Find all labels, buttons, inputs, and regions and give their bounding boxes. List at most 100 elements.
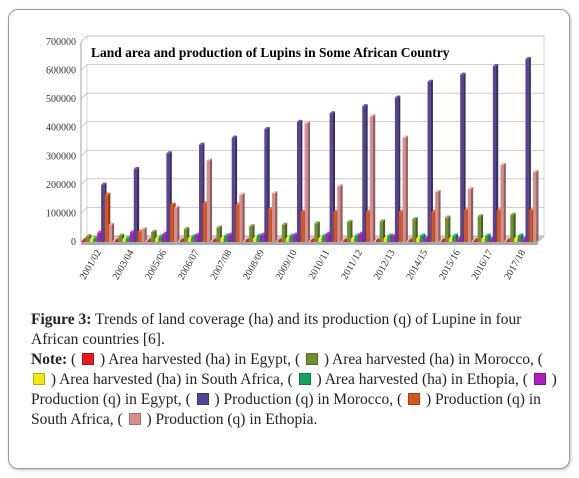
legend-item: ( ) Production (q) in South Africa, xyxy=(31,391,541,428)
bar-side xyxy=(503,162,506,242)
legend-item: ( ) Area harvested (ha) in Morocco, xyxy=(291,351,534,368)
bar xyxy=(271,191,278,242)
bar-top xyxy=(101,182,107,185)
bar-front xyxy=(521,239,525,242)
bar-side xyxy=(144,226,147,242)
bar-front xyxy=(350,238,355,242)
legend-label: Area harvested (ha) in South Africa, xyxy=(59,371,284,388)
bar-front xyxy=(366,212,370,242)
bar xyxy=(108,222,115,242)
bar-top xyxy=(239,192,245,195)
bar-top xyxy=(281,222,288,225)
bar xyxy=(337,184,343,242)
bar-front xyxy=(260,234,264,242)
bar-front xyxy=(97,232,101,242)
bar-front xyxy=(231,137,235,242)
legend-label: Production (q) in South Africa, xyxy=(31,391,541,428)
x-tick-label: 2007/08 xyxy=(209,248,235,282)
bar-front xyxy=(492,66,497,243)
bar-top xyxy=(118,233,124,236)
bar-top xyxy=(170,202,176,205)
bar-top xyxy=(231,135,238,138)
bar-front xyxy=(162,234,166,242)
bar-top xyxy=(151,229,157,232)
bar-front xyxy=(529,210,533,242)
bar-front xyxy=(252,238,257,242)
bar-front xyxy=(445,217,449,242)
bar-top xyxy=(477,214,484,217)
legend-item: ( ) Area harvested (ha) in South Africa, xyxy=(31,351,543,388)
bar-top xyxy=(445,215,451,218)
x-tick-label: 2017/18 xyxy=(502,248,528,282)
bar-side xyxy=(430,79,433,242)
bar-front xyxy=(318,238,322,242)
bar-top xyxy=(467,186,474,190)
bar-front xyxy=(151,232,155,242)
y-tick-label: 500000 xyxy=(46,94,76,105)
y-tick-label: 600000 xyxy=(46,66,76,77)
y-tick-label: 400000 xyxy=(46,123,76,134)
bar xyxy=(379,219,386,242)
bar-front xyxy=(467,189,471,242)
bar-top xyxy=(533,169,539,172)
bar-top xyxy=(141,226,147,230)
bar-front xyxy=(517,235,522,242)
bar xyxy=(510,212,516,242)
bar-front xyxy=(435,192,439,242)
bar-front xyxy=(89,239,93,242)
bar-side xyxy=(415,216,418,242)
legend-label: Area harvested (ha) in Ethopia, xyxy=(324,371,519,388)
bar-front xyxy=(362,106,366,243)
bar-front xyxy=(333,212,337,242)
bar-front xyxy=(329,113,333,242)
legend-item: ( ) Production (q) in Egypt, xyxy=(31,371,557,408)
legend-item: ( ) Production (q) in Morocco, xyxy=(181,391,394,408)
note-label: Note: xyxy=(31,351,68,368)
bar-front xyxy=(183,229,188,242)
bar xyxy=(239,192,245,242)
bar-front xyxy=(416,238,420,242)
floor-edge xyxy=(81,242,538,245)
bar-front xyxy=(489,239,493,242)
bar-front xyxy=(514,238,518,242)
bar xyxy=(133,166,140,242)
bar-top xyxy=(296,119,303,122)
legend-swatch xyxy=(196,393,209,405)
bar-front xyxy=(277,240,282,242)
bar-top xyxy=(347,219,353,222)
bar-front xyxy=(235,204,239,242)
y-tick-label: 200000 xyxy=(46,180,76,191)
bar xyxy=(173,205,180,242)
bar-front xyxy=(375,240,380,242)
bar-side xyxy=(111,222,115,242)
bar-top xyxy=(500,162,506,165)
legend-list: ( ) Area harvested (ha) in Egypt, ( ) Ar… xyxy=(31,351,557,428)
bar-front xyxy=(293,234,297,242)
bar-side xyxy=(284,222,288,242)
bar-top xyxy=(402,135,408,138)
bar-side xyxy=(365,104,368,242)
x-tick-label: 2005/06 xyxy=(143,248,169,282)
bar-side xyxy=(528,56,531,242)
bar-front xyxy=(452,235,456,242)
bar-top xyxy=(314,221,320,224)
bars-layer xyxy=(82,56,539,243)
bar-side xyxy=(496,64,499,242)
y-tick-label: 700000 xyxy=(46,37,76,48)
bar-top xyxy=(435,189,441,192)
bar-front xyxy=(155,238,159,242)
gridline-depth xyxy=(80,207,88,214)
bar-side xyxy=(463,72,466,243)
bar-top xyxy=(337,184,343,187)
bar-front xyxy=(249,226,253,242)
bar-side xyxy=(536,169,539,242)
bar xyxy=(362,104,368,243)
bar-front xyxy=(402,137,406,242)
bar-top xyxy=(419,233,426,236)
legend-swatch xyxy=(533,373,546,385)
bar-side xyxy=(373,114,376,242)
x-axis: 2001/02 2003/04 2005/06 2006/07 2007/08 2008/… xyxy=(78,248,528,282)
bar xyxy=(347,219,353,242)
bar-front xyxy=(463,210,468,242)
bar-front xyxy=(391,236,395,242)
